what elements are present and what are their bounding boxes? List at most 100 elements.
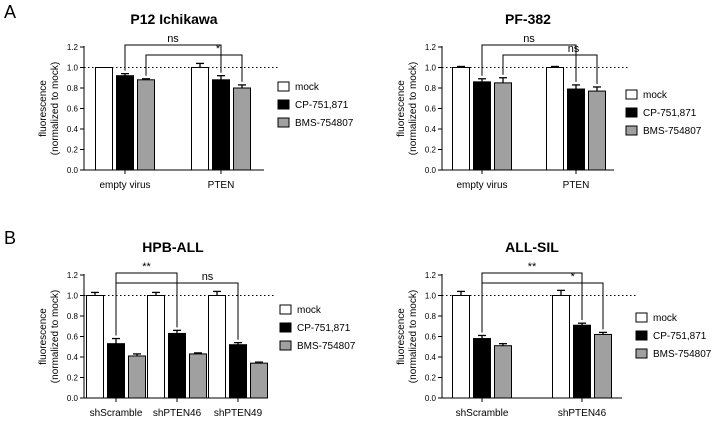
y-tick-label: 0.4 <box>425 353 437 362</box>
y-tick-label: 0.0 <box>67 166 79 175</box>
legend-label: mock <box>297 305 322 316</box>
chart-title: ALL-SIL <box>505 239 559 255</box>
y-tick-label: 1.2 <box>67 271 79 280</box>
bar <box>567 88 585 171</box>
y-tick-label: 0.2 <box>425 146 437 155</box>
legend-label: CP-751,871 <box>295 100 349 111</box>
y-tick-label: 0.0 <box>67 394 79 403</box>
y-tick-label: 1.0 <box>67 292 79 301</box>
legend-label: CP-751,871 <box>643 108 697 119</box>
x-tick-label: shPTEN46 <box>153 408 202 419</box>
bar <box>552 295 570 399</box>
y-tick-label: 1.2 <box>425 271 437 280</box>
significance-bracket <box>481 44 577 82</box>
x-tick-label: PTEN <box>208 180 235 191</box>
y-axis-label: (normalized to mock) <box>50 290 61 383</box>
bar <box>86 295 104 399</box>
legend-swatch <box>625 89 638 100</box>
bar <box>250 362 268 399</box>
bar <box>208 295 226 399</box>
y-tick-label: 0.2 <box>67 146 79 155</box>
y-tick-label: 0.4 <box>425 125 437 134</box>
bar <box>494 82 512 171</box>
legend-label: mock <box>295 82 320 93</box>
y-tick-label: 0.6 <box>425 105 437 114</box>
bar <box>494 345 512 399</box>
significance-bracket <box>115 282 239 340</box>
legend-swatch <box>635 330 648 341</box>
legend-swatch <box>277 99 290 110</box>
y-tick-label: 0.2 <box>67 374 79 383</box>
legend-swatch <box>279 304 292 315</box>
panel-label-b: B <box>4 228 17 248</box>
x-tick-label: PTEN <box>563 180 590 191</box>
legend-swatch <box>635 348 648 359</box>
legend-label: BMS-754807 <box>295 118 354 129</box>
y-tick-label: 1.2 <box>425 43 437 52</box>
y-axis-label: (normalized to mock) <box>408 290 419 383</box>
bar <box>212 79 230 171</box>
y-axis-label: fluorescence <box>38 308 49 365</box>
bar <box>137 79 155 171</box>
panel-label-a: A <box>4 2 17 22</box>
significance-bracket <box>145 54 243 82</box>
y-tick-label: 0.8 <box>425 84 437 93</box>
bar <box>95 67 113 171</box>
y-axis-label: fluorescence <box>38 80 49 137</box>
significance-bracket <box>502 54 598 84</box>
chart-title: PF-382 <box>505 11 551 27</box>
bar <box>452 295 470 399</box>
legend-label: BMS-754807 <box>297 341 356 352</box>
significance-label: * <box>216 43 221 55</box>
significance-bracket <box>115 272 178 336</box>
y-tick-label: 0.8 <box>67 312 79 321</box>
significance-label: ns <box>523 33 535 45</box>
legend-label: mock <box>653 313 678 324</box>
y-tick-label: 1.2 <box>67 43 79 52</box>
legend-label: BMS-754807 <box>643 126 702 137</box>
significance-label: ** <box>528 261 537 273</box>
bar <box>229 344 247 399</box>
legend-swatch <box>279 322 292 333</box>
legend-label: CP-751,871 <box>297 323 351 334</box>
y-tick-label: 0.6 <box>425 333 437 342</box>
x-tick-label: shScramble <box>456 408 509 419</box>
bar <box>473 81 491 171</box>
y-tick-label: 0.6 <box>67 333 79 342</box>
y-tick-label: 0.0 <box>425 166 437 175</box>
significance-label: * <box>571 271 576 283</box>
legend-swatch <box>277 81 290 92</box>
significance-label: ** <box>142 261 151 273</box>
significance-label: ns <box>568 43 580 55</box>
bar <box>546 67 564 171</box>
x-tick-label: shPTEN46 <box>558 408 607 419</box>
bar <box>191 67 209 171</box>
legend-swatch <box>625 107 638 118</box>
y-tick-label: 0.6 <box>67 105 79 114</box>
y-tick-label: 0.4 <box>67 125 79 134</box>
y-axis-label: (normalized to mock) <box>50 62 61 155</box>
legend-label: CP-751,871 <box>653 331 707 342</box>
significance-bracket <box>124 44 222 73</box>
y-axis-label: fluorescence <box>396 80 407 137</box>
chart-title: HPB-ALL <box>142 239 204 255</box>
bar <box>473 338 491 399</box>
significance-label: ns <box>202 271 214 283</box>
bar <box>168 332 186 399</box>
legend-label: mock <box>643 90 668 101</box>
bar <box>147 295 165 399</box>
legend-swatch <box>277 117 290 128</box>
legend-swatch <box>635 312 648 323</box>
legend-label: BMS-754807 <box>653 349 712 360</box>
chart-title: P12 Ichikawa <box>130 11 217 27</box>
x-tick-label: empty virus <box>99 180 150 191</box>
x-tick-label: shPTEN49 <box>214 408 263 419</box>
y-tick-label: 1.0 <box>67 64 79 73</box>
bar <box>116 75 134 171</box>
bar <box>107 343 125 399</box>
significance-bracket <box>481 282 604 333</box>
y-axis-label: fluorescence <box>396 308 407 365</box>
x-tick-label: empty virus <box>456 180 507 191</box>
y-tick-label: 0.0 <box>425 394 437 403</box>
y-tick-label: 0.8 <box>425 312 437 321</box>
